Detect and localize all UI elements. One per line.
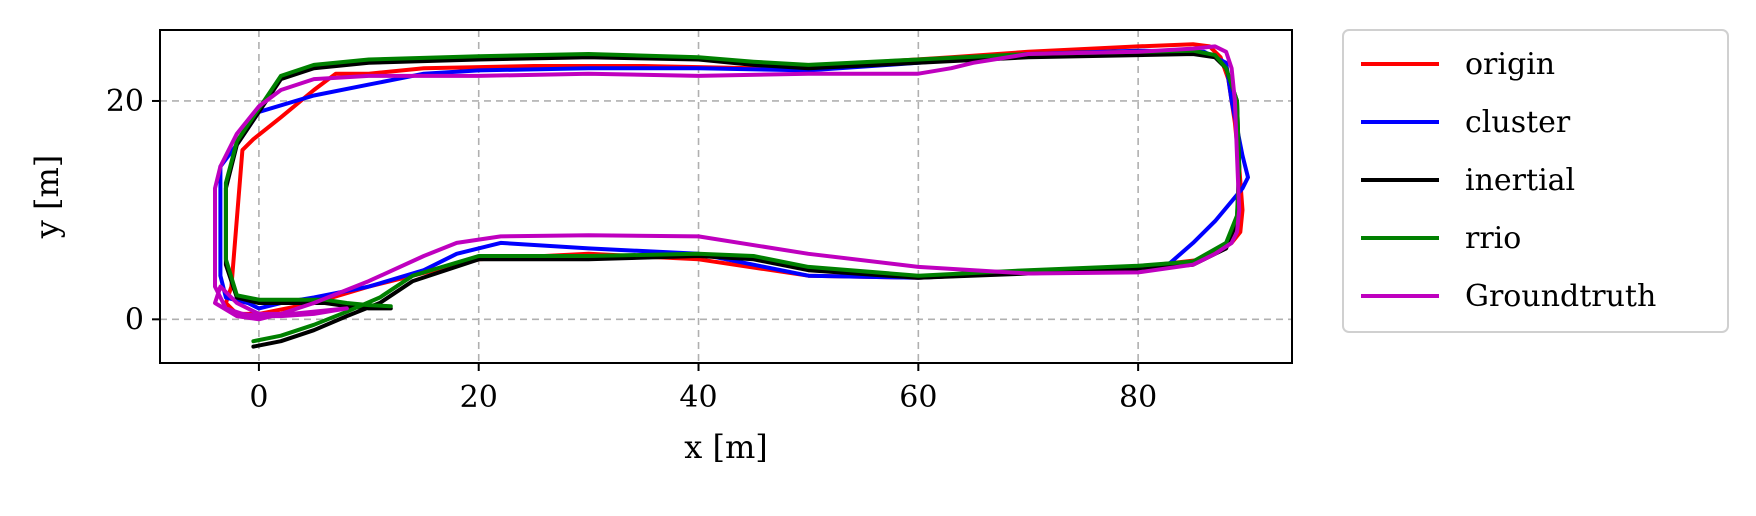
legend-box (1342, 29, 1729, 333)
legend-entry-label: origin (1465, 47, 1555, 82)
y-axis-label: y [m] (28, 155, 66, 240)
x-tick-label: 80 (1119, 380, 1157, 415)
series-line-groundtruth (213, 44, 1242, 322)
x-tick-label: 0 (249, 380, 268, 415)
legend-entry-label: rrio (1465, 221, 1521, 256)
series-line-rrio (223, 48, 1242, 344)
series-line-inertial (223, 52, 1242, 349)
y-tick-label: 0 (125, 302, 144, 337)
x-tick-label: 60 (899, 380, 937, 415)
y-tick-label: 20 (106, 84, 144, 119)
x-tick-label: 40 (679, 380, 717, 415)
series-layer (213, 42, 1250, 349)
legend-entry-label: inertial (1465, 163, 1575, 198)
legend-entry-label: Groundtruth (1465, 279, 1656, 314)
x-axis-label: x [m] (684, 428, 768, 466)
legend: origin cluster inertial rrio Groundtruth (1342, 29, 1729, 333)
plot-frame (159, 29, 1293, 364)
legend-entry-label: cluster (1465, 105, 1571, 140)
axis-ticks: 0 20 40 60 80 0 20 (106, 84, 1157, 415)
x-tick-label: 20 (460, 380, 498, 415)
series-line-cluster (218, 48, 1250, 311)
